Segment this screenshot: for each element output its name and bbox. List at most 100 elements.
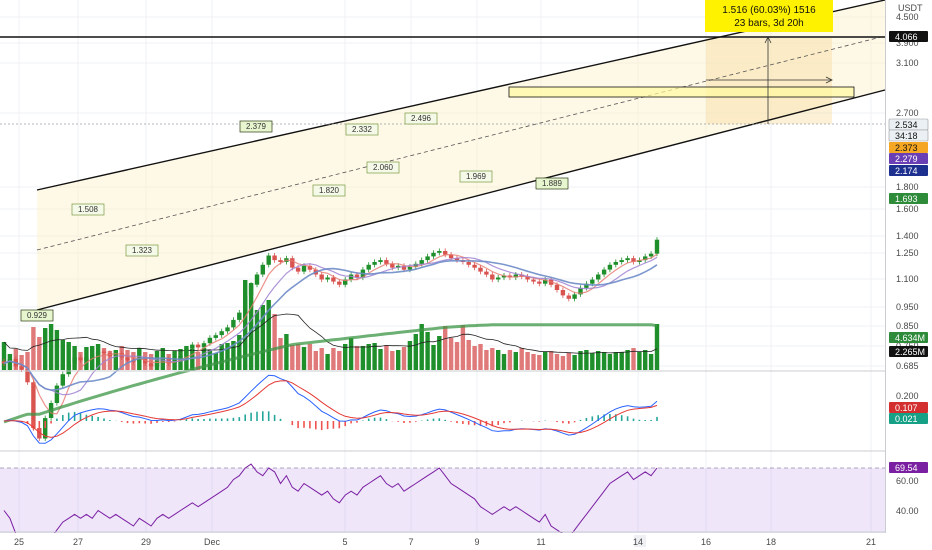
volume-bar [437,336,442,370]
candle-body [484,271,489,275]
candle-body [501,275,507,278]
price-tick: 0.850 [896,321,919,331]
volume-bar [566,353,571,370]
volume-bar [425,332,430,370]
volume-bar [313,351,318,370]
macd-histogram-bar [638,419,641,421]
macd-histogram-bar [262,411,264,421]
swing-label: 2.332 [352,125,373,134]
candle-body [295,267,301,272]
candle-body [554,284,560,290]
macd-histogram-bar [303,421,305,428]
volume-bar [66,342,71,370]
macd-histogram-bar [144,421,146,424]
volume-bar [648,354,654,370]
macd-histogram-bar [56,418,58,421]
macd-histogram-bar [409,421,411,423]
volume-bar [360,346,366,370]
candle-body [454,258,460,261]
macd-histogram-bar [220,418,223,421]
macd-histogram-bar [315,421,317,430]
candle-body [307,265,313,270]
volume-bar [519,348,524,370]
channel-lower-line [36,89,886,311]
volume-bar [290,345,295,370]
candle-body [419,260,424,264]
macd-histogram-bar [191,418,194,421]
swing-label-box [20,309,54,322]
candle-body [543,279,548,284]
volume-bar [319,348,324,370]
ema-fast-line [3,253,658,415]
volume-bar [554,354,560,370]
price-tick: 0.950 [896,302,919,312]
channel-fill [37,0,885,310]
candle-body [19,366,24,370]
macd-tag-label: 0.107 [895,403,918,413]
macd-histogram-bar [79,413,82,421]
macd-histogram-bar [297,421,299,429]
volume-bar [113,350,118,370]
volume-bar [372,343,377,370]
candle-body [84,357,89,361]
candle-body [531,279,536,282]
swing-label-box [239,120,273,133]
time-axis[interactable]: 252729Dec579111416182114 [0,533,886,550]
macd-histogram-bar [538,421,541,422]
time-cursor-box [634,535,646,547]
candle-body [231,319,236,328]
macd-histogram-bar [597,415,599,421]
macd-signal-line [3,380,658,438]
price-tag-label: 2.534 [895,120,918,130]
price-tick: 3.100 [896,58,919,68]
volume-bar [248,283,254,370]
macd-histogram-bar [473,421,476,426]
macd-histogram-bar [467,421,470,425]
currency-label: USDT [898,3,923,13]
candle-body [95,351,101,355]
volume-bar [407,341,413,370]
candle-body [319,274,324,280]
candle-body [607,264,613,270]
swing-label: 2.496 [411,114,432,123]
volume-bar [225,343,230,370]
drawings-layer: 1.516 (60.03%) 1516 23 bars, 3d 20h [0,0,886,311]
volume-bar [254,310,260,370]
volume-bar [637,352,642,370]
time-tick: 16 [701,537,711,547]
volume-bar [601,352,607,370]
price-tag [889,346,928,357]
macd-histogram-bar [38,421,41,432]
candle-body [54,385,60,403]
rsi-line [3,463,658,550]
time-tick: 25 [14,537,24,547]
candle-body [290,258,295,268]
macd-tag [889,413,928,424]
price-tick: 1.100 [896,274,919,284]
arrow-head-icon [825,76,833,84]
macd-histogram-bar [562,421,564,424]
macd-histogram-bar [338,421,341,429]
macd-histogram-bar [362,420,364,421]
candle-body [325,277,330,280]
macd-histogram-bar [167,421,170,422]
price-tag-label: 4.634M [895,333,925,343]
candle-body [90,354,95,358]
macd-histogram-bar [162,421,164,422]
measure-line1: 1.516 (60.03%) 1516 [722,5,816,16]
macd-histogram-bar [444,419,446,421]
swing-label-box [71,203,105,216]
volume-bar [560,356,566,370]
candle-body [572,294,577,299]
volume-bar [507,350,513,370]
candle-body [584,283,589,288]
candle-body [448,254,454,259]
candle-body [272,255,277,261]
volume-bar [231,341,236,370]
volume-bar [48,324,54,370]
swing-label: 1.820 [319,186,340,195]
macd-histogram-bar [497,421,499,425]
